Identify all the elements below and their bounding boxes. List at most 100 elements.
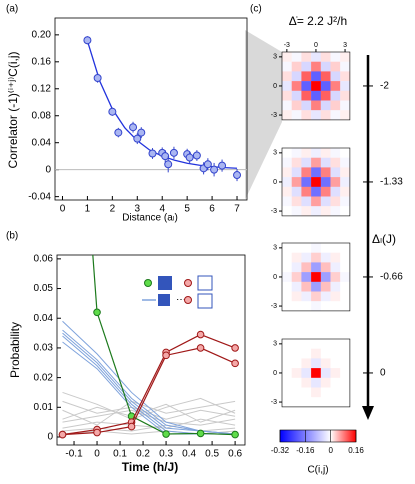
heatmap-cell xyxy=(311,186,321,197)
heatmap-cell xyxy=(311,243,321,253)
heatmap-cell xyxy=(282,243,292,253)
heatmap-cell xyxy=(340,262,351,273)
heatmap-cell xyxy=(291,186,302,197)
heatmap-cell xyxy=(291,262,302,273)
heatmap-cell xyxy=(291,272,302,282)
x-tick-label: 0 xyxy=(60,204,66,215)
heatmap-cell xyxy=(340,368,351,378)
heatmap-cell xyxy=(291,387,302,398)
heatmap-cell xyxy=(330,252,341,263)
heatmap-cell xyxy=(340,272,351,282)
heatmap-cell xyxy=(291,196,302,207)
heatmap-cell xyxy=(282,100,292,111)
point xyxy=(196,330,205,339)
heatmap-cell xyxy=(311,281,321,292)
heatmap-cell xyxy=(301,339,312,349)
point xyxy=(231,430,239,439)
heatmap-cell xyxy=(282,206,292,217)
heatmap-cell xyxy=(291,52,302,62)
heatmap-cell xyxy=(311,339,321,349)
heatmap-cell xyxy=(320,167,331,178)
y-tick-label: 0 xyxy=(273,370,277,377)
y-tick-label: 3 xyxy=(273,150,277,157)
heatmap-cell xyxy=(311,52,321,62)
heatmap-cell xyxy=(330,377,341,388)
heatmap-cell xyxy=(301,157,312,168)
colorbar-tick-label: 0.16 xyxy=(348,446,364,455)
heatmap-cell xyxy=(320,71,331,82)
y-tick-label: -3 xyxy=(271,112,277,119)
heatmap-cell xyxy=(340,81,351,91)
heatmap-cell xyxy=(301,368,312,378)
heatmap-cell xyxy=(320,377,331,388)
heatmap-cell xyxy=(282,177,292,187)
y-tick-label: 0 xyxy=(273,83,277,90)
heatmap-cell xyxy=(301,377,312,388)
heatmap-cell xyxy=(320,177,331,187)
heatmap-cell xyxy=(301,291,312,302)
series-line xyxy=(62,347,236,436)
heatmap-cell xyxy=(301,110,312,121)
heatmap-cell xyxy=(340,243,351,253)
y-tick-label: 0.08 xyxy=(32,110,52,121)
y-tick-label: 0.16 xyxy=(32,56,52,67)
heatmap-cell xyxy=(340,110,351,121)
heatmap-cell xyxy=(301,100,312,111)
point xyxy=(93,428,101,437)
heatmap-cell xyxy=(282,291,292,302)
x-tick-label: 3 xyxy=(343,42,347,49)
heatmap-cell xyxy=(291,206,302,217)
x-tick-label: 0.1 xyxy=(113,449,127,460)
point xyxy=(161,152,170,161)
heatmap-cell xyxy=(330,368,341,378)
heatmap-cell xyxy=(311,167,321,178)
heatmap-cell xyxy=(291,81,302,91)
heatmap-cell xyxy=(311,90,321,101)
heatmap-cell xyxy=(330,206,341,217)
heatmap-cell xyxy=(301,358,312,369)
heatmap-cell xyxy=(330,157,341,168)
heatmap-cell xyxy=(291,252,302,263)
legend-icon xyxy=(197,275,213,291)
heatmap-cell xyxy=(301,90,312,101)
heatmap-cell xyxy=(291,90,302,101)
heatmap-cell xyxy=(311,272,321,282)
heatmap-cell xyxy=(282,110,292,121)
heatmap-cell xyxy=(340,358,351,369)
arrow-head xyxy=(362,406,374,420)
point xyxy=(196,344,205,352)
x-tick-label: -0.1 xyxy=(65,449,83,460)
point xyxy=(233,171,242,180)
heatmap-cell xyxy=(301,243,312,253)
point xyxy=(93,73,102,82)
point xyxy=(137,128,146,137)
plot-frame xyxy=(54,17,248,201)
point xyxy=(192,151,201,160)
y-axis-label: Δₗ(J) xyxy=(372,232,396,246)
colorbar-tick-label: -0.32 xyxy=(271,446,290,455)
heatmap-cell xyxy=(320,90,331,101)
heatmap-cell xyxy=(301,52,312,62)
point xyxy=(114,128,123,137)
heatmap-cell xyxy=(311,368,321,378)
series-line xyxy=(62,332,236,435)
heatmap-cell xyxy=(282,262,292,273)
y-tick-label: -3 xyxy=(271,208,277,215)
heatmap-cell xyxy=(282,281,292,292)
x-tick-label: 4 xyxy=(159,204,165,215)
heatmap-cell xyxy=(320,157,331,168)
legend-marker xyxy=(144,279,152,287)
heatmap-cell xyxy=(282,358,292,369)
colorbar xyxy=(279,429,357,443)
x-tick-label: -3 xyxy=(284,42,290,49)
heatmap-cell xyxy=(311,348,321,359)
colorbar-tick-label: -0.16 xyxy=(296,446,315,455)
heatmap-cell xyxy=(330,186,341,197)
series-line xyxy=(62,424,236,432)
y-tick-label: 0.02 xyxy=(34,372,54,383)
heatmap-cell xyxy=(282,148,292,158)
heatmap-cell xyxy=(340,281,351,292)
heatmap-cell xyxy=(320,81,331,91)
legend-marker xyxy=(184,296,192,304)
y-axis-label: Probability xyxy=(8,322,22,378)
